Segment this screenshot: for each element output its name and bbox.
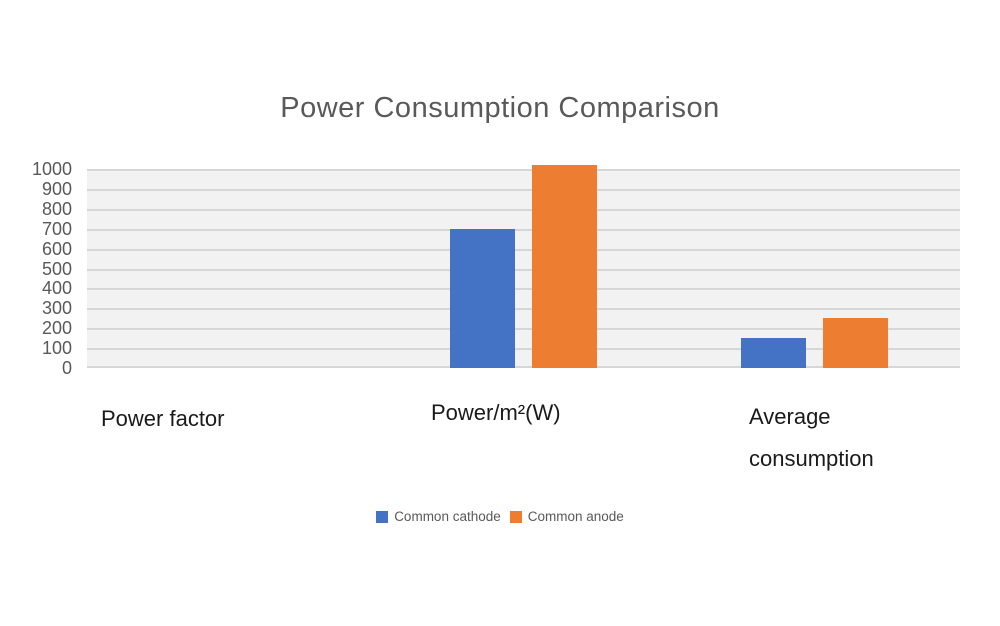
- y-tick-label: 500: [41, 258, 72, 279]
- plot-area: [87, 165, 960, 368]
- gridline: [87, 248, 960, 251]
- gridline: [87, 228, 960, 231]
- gridline: [87, 188, 960, 191]
- y-axis: 1000 900 800 700 600 500 400 300 200 100 0: [0, 159, 72, 378]
- y-tick-label: 400: [41, 278, 72, 299]
- gridline: [87, 208, 960, 211]
- legend-swatch-blue-icon: [376, 510, 389, 523]
- bar-common-cathode-1: [450, 228, 515, 368]
- x-axis-label-average-consumption: Average consumption: [749, 404, 874, 471]
- gridline: [87, 328, 960, 331]
- x-axis-label-power-per-m2: Power/m²(W): [431, 400, 561, 425]
- gridline: [87, 169, 960, 171]
- x-axis-label-power-factor: Power factor: [101, 406, 225, 431]
- gridline: [87, 348, 960, 351]
- y-tick-label: 1000: [31, 159, 72, 179]
- bar-common-anode-1: [532, 165, 597, 368]
- bar-common-anode-2: [823, 318, 888, 368]
- y-tick-label: 200: [41, 318, 72, 339]
- gridline: [87, 366, 960, 368]
- gridline: [87, 308, 960, 311]
- legend-item-common-anode: Common anode: [509, 509, 624, 524]
- gridline: [87, 268, 960, 271]
- y-tick-label: 900: [41, 178, 72, 199]
- bar-common-cathode-2: [741, 338, 806, 368]
- gridline: [87, 288, 960, 291]
- y-tick-label: 300: [41, 298, 72, 319]
- y-tick-label: 600: [41, 238, 72, 259]
- legend-item-common-cathode: Common cathode: [376, 509, 501, 524]
- y-tick-label: 700: [41, 218, 72, 239]
- chart-title: Power Consumption Comparison: [280, 92, 720, 124]
- y-tick-label: 0: [61, 358, 72, 378]
- legend-label-common-anode: Common anode: [527, 509, 624, 524]
- legend-label-common-cathode: Common cathode: [394, 509, 501, 524]
- y-tick-label: 800: [41, 198, 72, 219]
- chart-legend: Common cathode Common anode: [0, 509, 1000, 524]
- y-tick-label: 100: [41, 338, 72, 359]
- legend-swatch-orange-icon: [509, 510, 522, 523]
